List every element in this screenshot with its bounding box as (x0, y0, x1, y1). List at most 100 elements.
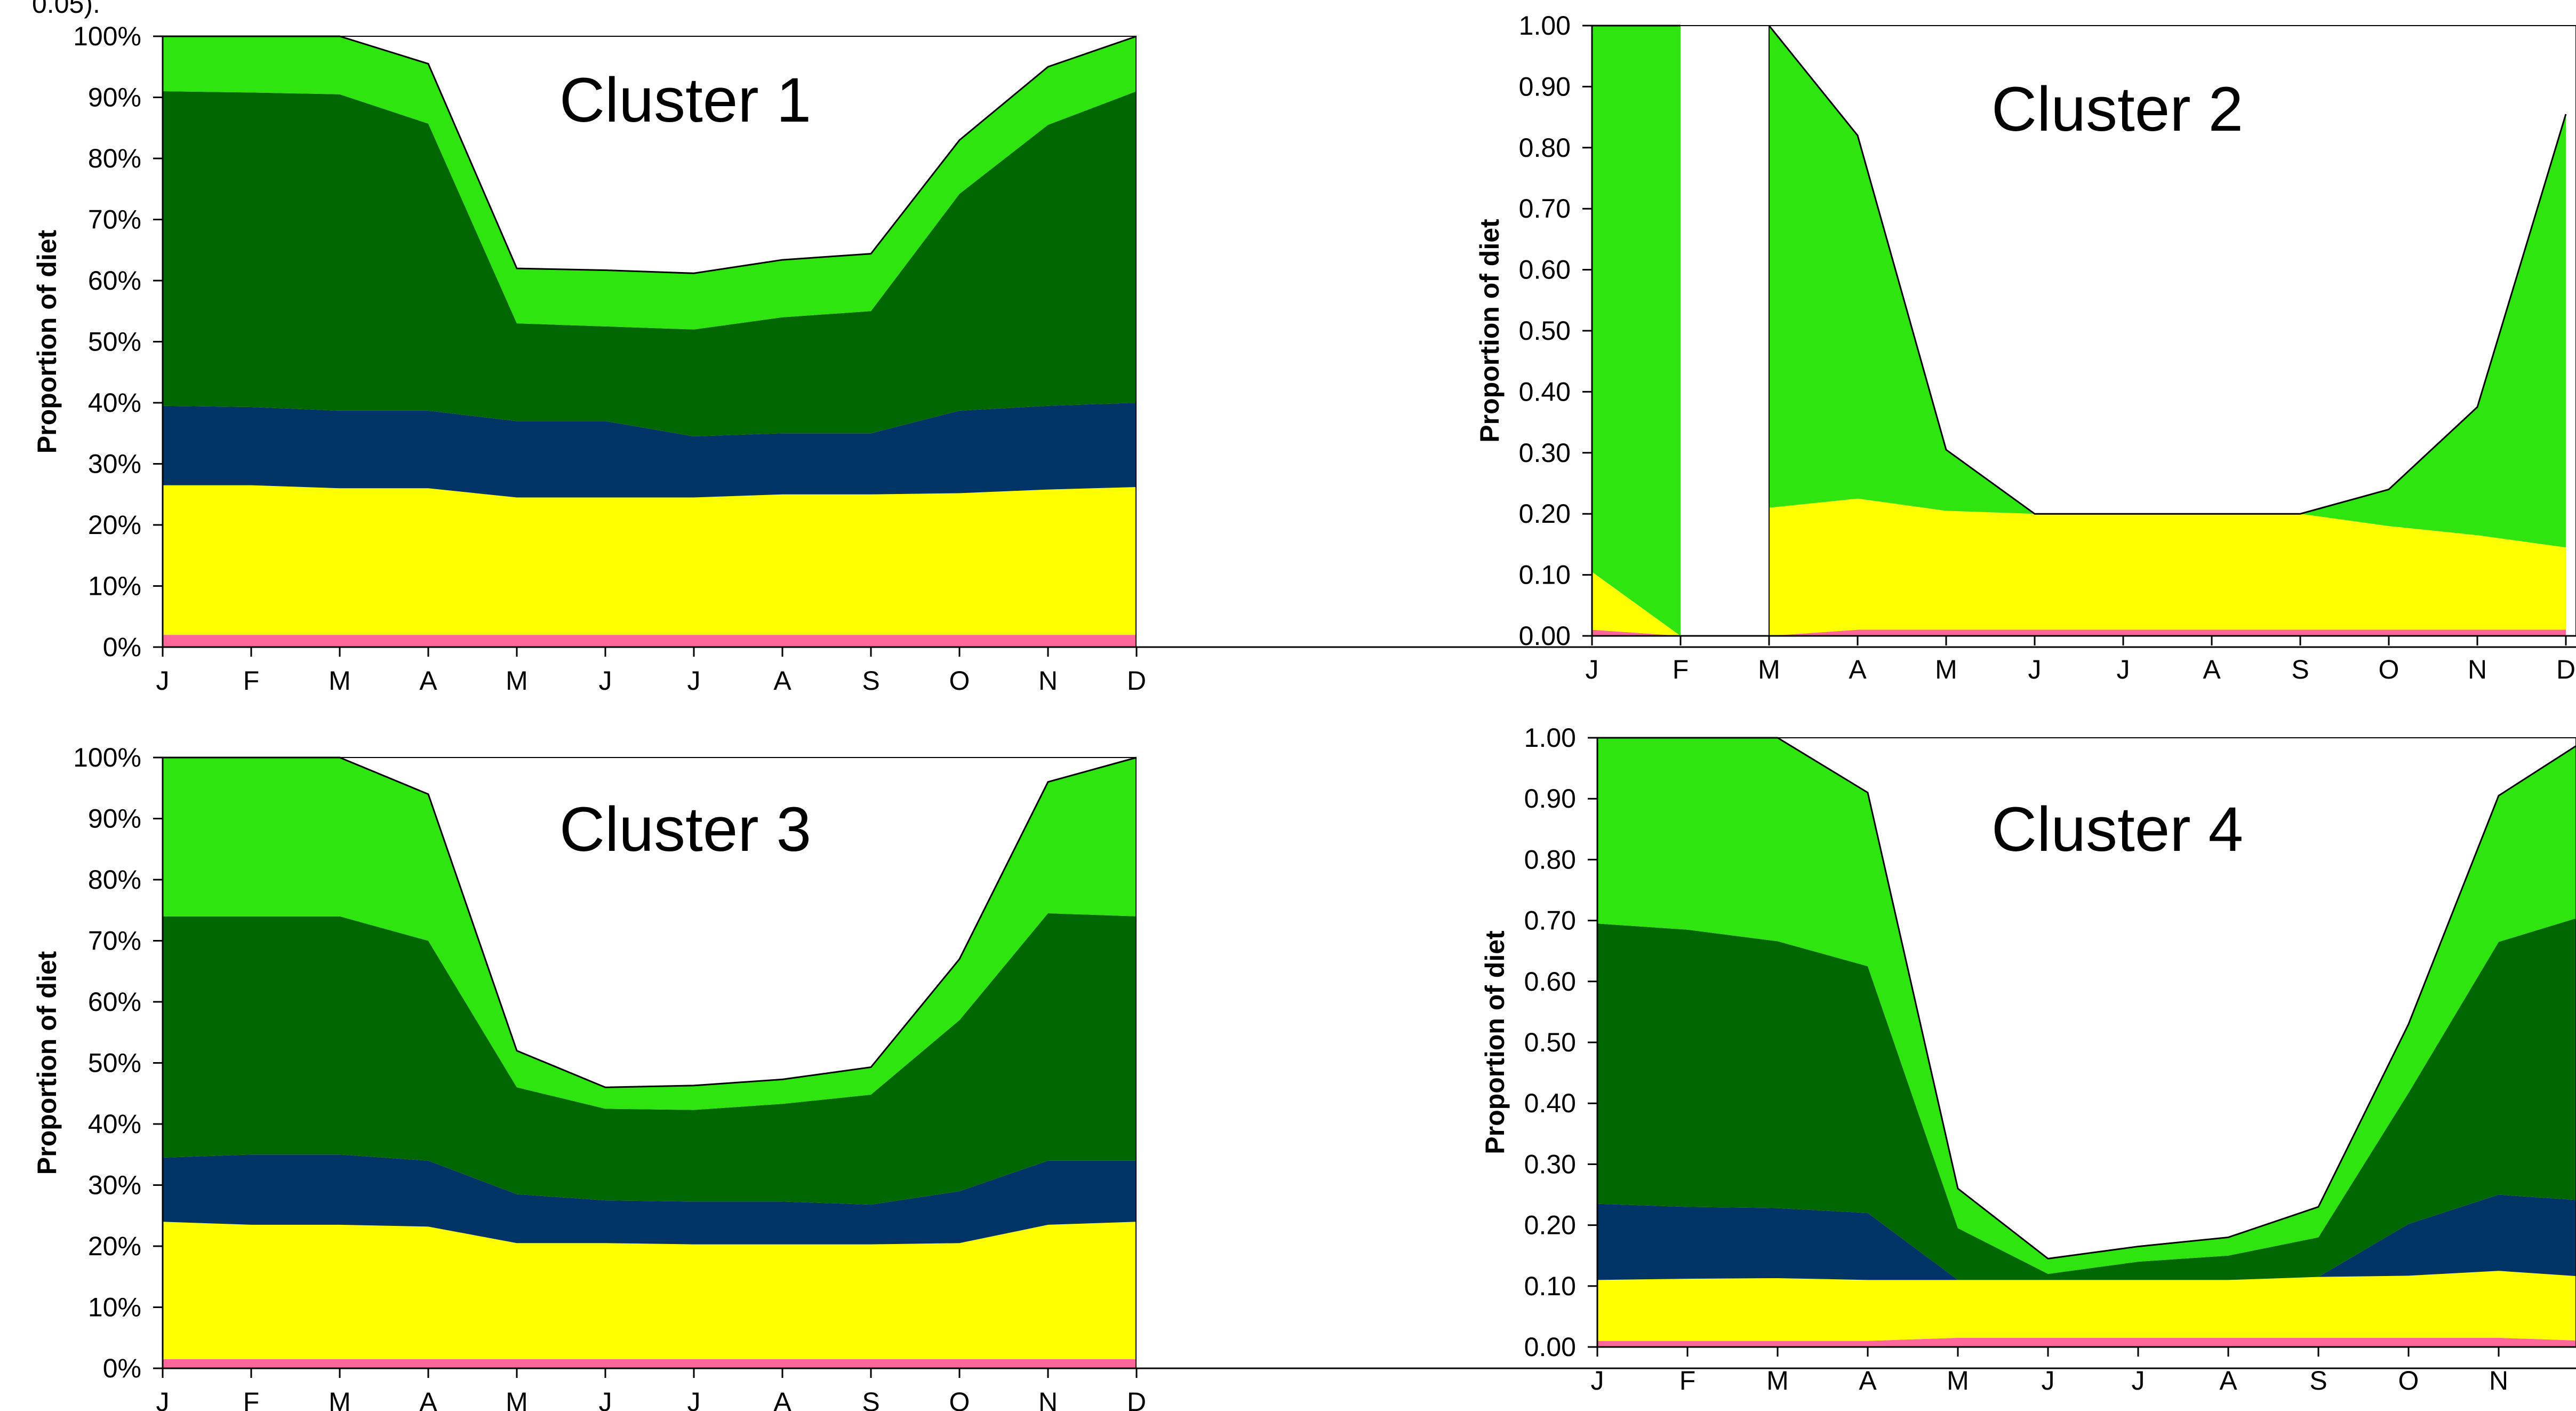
area-series-1 (1597, 1337, 2576, 1347)
x-tick-label: A (1859, 1366, 1877, 1396)
y-tick-label: 80% (88, 144, 141, 173)
x-tick-label: J (687, 1387, 701, 1411)
chart-title: Cluster 4 (1991, 794, 2243, 865)
x-tick-label: A (2203, 655, 2221, 684)
area-series-1 (163, 1359, 1137, 1368)
x-tick-label: S (862, 1387, 879, 1411)
y-axis-label: Proportion of diet (32, 951, 62, 1175)
y-tick-label: 100% (73, 743, 141, 772)
y-tick-label: 0.70 (1524, 906, 1576, 936)
x-tick-label: O (949, 1387, 970, 1411)
x-tick-label: N (2489, 1366, 2508, 1396)
x-tick-label: N (1038, 666, 1058, 696)
area-series-3 (1592, 26, 1681, 636)
x-tick-label: A (773, 1387, 791, 1411)
x-tick-label: J (2042, 1366, 2055, 1396)
y-tick-label: 0.60 (1524, 967, 1576, 997)
y-tick-label: 1.00 (1524, 723, 1576, 753)
chart-title: Cluster 1 (559, 65, 811, 135)
x-tick-label: J (156, 1387, 170, 1411)
x-tick-label: J (1591, 1366, 1604, 1396)
y-tick-label: 70% (88, 205, 141, 235)
x-tick-label: D (1127, 1387, 1146, 1411)
y-tick-label: 30% (88, 449, 141, 479)
x-tick-label: M (329, 1387, 351, 1411)
area-series-2 (163, 1222, 1137, 1359)
area-series-2 (1769, 498, 2566, 636)
y-axis-label: Proportion of diet (1480, 930, 1510, 1154)
y-tick-label: 0.20 (1519, 499, 1571, 529)
y-tick-label: 10% (88, 571, 141, 601)
x-tick-label: N (1038, 1387, 1058, 1411)
x-tick-label: M (506, 1387, 528, 1411)
x-tick-label: S (2291, 655, 2309, 684)
x-tick-label: F (243, 1387, 260, 1411)
caption-fragment: 0.05). (32, 0, 100, 19)
area-series-5 (1597, 738, 2576, 1274)
y-tick-label: 30% (88, 1170, 141, 1200)
x-tick-label: D (2556, 655, 2575, 684)
y-tick-label: 0% (103, 632, 141, 662)
y-tick-label: 0.10 (1524, 1271, 1576, 1301)
y-tick-label: 0.00 (1519, 621, 1571, 651)
y-tick-label: 0.10 (1519, 560, 1571, 590)
chart-panel-cluster-4: 0.00 0.10 0.20 0.30 0.40 0.50 0.60 0.70 0.80 0.90… (1480, 723, 2576, 1396)
y-tick-label: 20% (88, 510, 141, 540)
y-tick-label: 0% (103, 1353, 141, 1383)
x-tick-label: J (2117, 655, 2130, 684)
y-tick-label: 0.50 (1524, 1027, 1576, 1057)
stack-top-outline (1768, 25, 2567, 515)
y-tick-label: 90% (88, 83, 141, 113)
x-tick-label: J (2028, 655, 2042, 684)
y-tick-label: 60% (88, 266, 141, 296)
y-tick-label: 0.80 (1524, 844, 1576, 874)
area-series-3 (1597, 1194, 2576, 1280)
x-tick-label: A (773, 666, 791, 696)
area-series-4 (163, 91, 1137, 436)
y-tick-label: 60% (88, 987, 141, 1017)
y-tick-label: 0.30 (1519, 438, 1571, 468)
y-tick-label: 0.50 (1519, 316, 1571, 346)
x-tick-label: J (156, 666, 170, 696)
y-tick-label: 0.40 (1524, 1088, 1576, 1118)
x-tick-label: J (1586, 655, 1599, 684)
chart-panel-cluster-3: 0% 10% 20% 30% 40% 50% 60% 70% 80% 90% 100% J F M A M J J… (32, 743, 2576, 1411)
x-tick-label: F (243, 666, 260, 696)
x-tick-label: M (1947, 1366, 1969, 1396)
y-tick-label: 100% (73, 21, 141, 51)
chart-title: Cluster 3 (559, 794, 811, 865)
x-tick-label: S (862, 666, 879, 696)
x-tick-label: F (1673, 655, 1689, 684)
y-tick-label: 50% (88, 1048, 141, 1078)
y-tick-label: 0.70 (1519, 194, 1571, 224)
y-tick-label: 90% (88, 804, 141, 834)
y-tick-label: 0.80 (1519, 133, 1571, 163)
y-tick-label: 40% (88, 1109, 141, 1139)
area-series-3 (163, 403, 1137, 498)
x-tick-label: A (419, 666, 437, 696)
y-tick-label: 1.00 (1519, 11, 1571, 41)
y-tick-label: 0.30 (1524, 1149, 1576, 1179)
chart-panel-cluster-2: 0.00 0.10 0.20 0.30 0.40 0.50 0.60 0.70 0.80 0.90… (1475, 11, 2576, 684)
area-series-5 (163, 758, 1137, 1110)
area-series-2 (1592, 571, 1681, 636)
area-series-4 (1597, 918, 2576, 1280)
y-tick-label: 0.40 (1519, 377, 1571, 406)
y-tick-label: 50% (88, 327, 141, 357)
x-tick-label: M (329, 666, 351, 696)
y-tick-label: 0.90 (1519, 71, 1571, 101)
x-tick-label: M (506, 666, 528, 696)
x-tick-label: J (2132, 1366, 2145, 1396)
area-series-5 (163, 36, 1137, 330)
y-axis-label: Proportion of diet (32, 229, 62, 453)
x-tick-label: A (419, 1387, 437, 1411)
y-tick-label: 0.20 (1524, 1210, 1576, 1240)
y-tick-label: 10% (88, 1293, 141, 1322)
x-tick-label: J (599, 1387, 612, 1411)
x-tick-label: F (1679, 1366, 1696, 1396)
chart-panel-cluster-1: 0% 10% 20% 30% 40% 50% 60% 70% 80% 90% 100% J F M A M J J… (32, 21, 2576, 696)
area-series-1 (163, 635, 1137, 647)
y-tick-label: 0.90 (1524, 784, 1576, 814)
x-tick-label: A (1849, 655, 1867, 684)
